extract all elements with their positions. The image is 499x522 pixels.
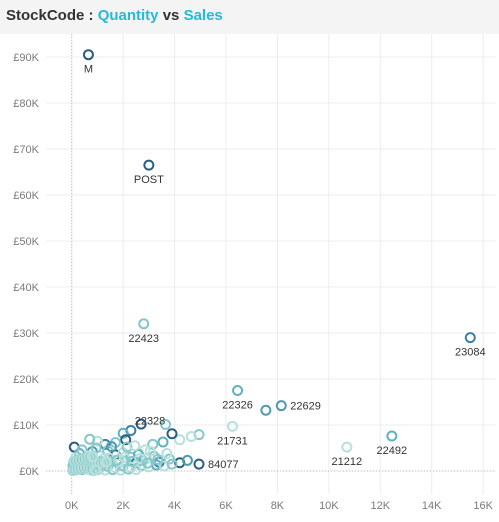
title-vs: vs (158, 7, 184, 24)
point-label: POST (134, 174, 164, 186)
data-point[interactable] (181, 454, 193, 466)
data-point[interactable] (107, 464, 119, 476)
data-point[interactable] (142, 457, 154, 469)
point-label: M (84, 64, 93, 76)
y-tick-label: £60K (13, 190, 39, 202)
data-point[interactable] (260, 404, 272, 416)
data-point-post[interactable] (143, 159, 155, 171)
y-tick-label: £70K (13, 144, 39, 156)
x-tick-label: 14K (422, 500, 442, 512)
data-point[interactable] (106, 441, 118, 453)
data-point-22328[interactable] (166, 428, 178, 440)
data-point[interactable] (129, 440, 141, 452)
x-tick-label: 10K (319, 500, 339, 512)
point-label: 22423 (128, 333, 159, 345)
title-x-measure: Quantity (97, 7, 159, 24)
data-point[interactable] (134, 453, 146, 465)
point-label: 22326 (222, 400, 253, 412)
point-labels: M POST 22423 23084 22326 22629 22328 21731 84077… (84, 64, 486, 471)
data-point-22492[interactable] (386, 430, 398, 442)
point-label: 21212 (332, 456, 363, 468)
point-label: 22629 (290, 401, 321, 413)
data-point[interactable] (115, 464, 127, 476)
x-tick-label: 2K (116, 500, 130, 512)
data-point[interactable] (90, 464, 102, 476)
data-point[interactable] (166, 458, 178, 470)
point-label: 84077 (208, 459, 239, 471)
data-point[interactable] (160, 419, 172, 431)
data-point-22629[interactable] (275, 400, 287, 412)
data-point[interactable] (135, 418, 147, 430)
y-tick-label: £50K (13, 236, 39, 248)
data-point-84077[interactable] (193, 458, 205, 470)
x-tick-label: 4K (168, 500, 182, 512)
y-tick-label: £40K (13, 282, 39, 294)
y-tick-label: £30K (13, 328, 39, 340)
data-point-22326[interactable] (232, 385, 244, 396)
data-points (67, 49, 476, 477)
data-point-22423[interactable] (138, 318, 150, 330)
point-label: 21731 (217, 435, 248, 447)
y-tick-label: £80K (13, 98, 39, 110)
title-y-measure: Sales (183, 7, 223, 24)
data-point[interactable] (117, 427, 129, 439)
data-point[interactable] (120, 434, 132, 446)
data-point[interactable] (144, 445, 156, 457)
title-prefix: StockCode : (6, 7, 98, 24)
data-point[interactable] (100, 456, 112, 468)
data-point[interactable] (84, 433, 96, 445)
data-point-23084[interactable] (464, 332, 476, 344)
point-label: 22492 (377, 445, 408, 457)
data-point[interactable] (147, 438, 159, 450)
scatter-plot: £0K £10K £20K £30K £40K £50K £60K £70K £80K £90K 0… (13, 34, 496, 512)
y-tick-label: £90K (13, 52, 39, 64)
x-tick-label: 8K (271, 500, 285, 512)
x-tick-label: 12K (370, 500, 390, 512)
title-bar: StockCode : Quantity vs Sales (0, 0, 499, 34)
data-point-21731[interactable] (226, 420, 238, 432)
grid (46, 34, 496, 494)
data-point[interactable] (174, 434, 186, 446)
point-label: 22328 (135, 416, 166, 428)
y-tick-label: £20K (13, 374, 39, 386)
x-tick-label: 16K (473, 500, 493, 512)
data-point-21212[interactable] (341, 441, 353, 453)
point-label: 23084 (455, 347, 486, 359)
data-point[interactable] (87, 451, 99, 463)
axes: £0K £10K £20K £30K £40K £50K £60K £70K £80K £90K 0… (13, 34, 496, 512)
data-point-m[interactable] (82, 49, 94, 61)
data-point[interactable] (185, 431, 197, 442)
chart-title: StockCode : Quantity vs Sales (6, 7, 223, 24)
y-tick-label: £0K (19, 466, 39, 478)
data-point[interactable] (152, 454, 164, 465)
data-point[interactable] (161, 448, 173, 460)
data-point[interactable] (157, 436, 169, 448)
x-tick-label: 0K (65, 500, 79, 512)
data-point[interactable] (121, 441, 133, 453)
x-tick-label: 6K (219, 500, 233, 512)
data-point[interactable] (125, 461, 137, 473)
y-tick-label: £10K (13, 420, 39, 432)
